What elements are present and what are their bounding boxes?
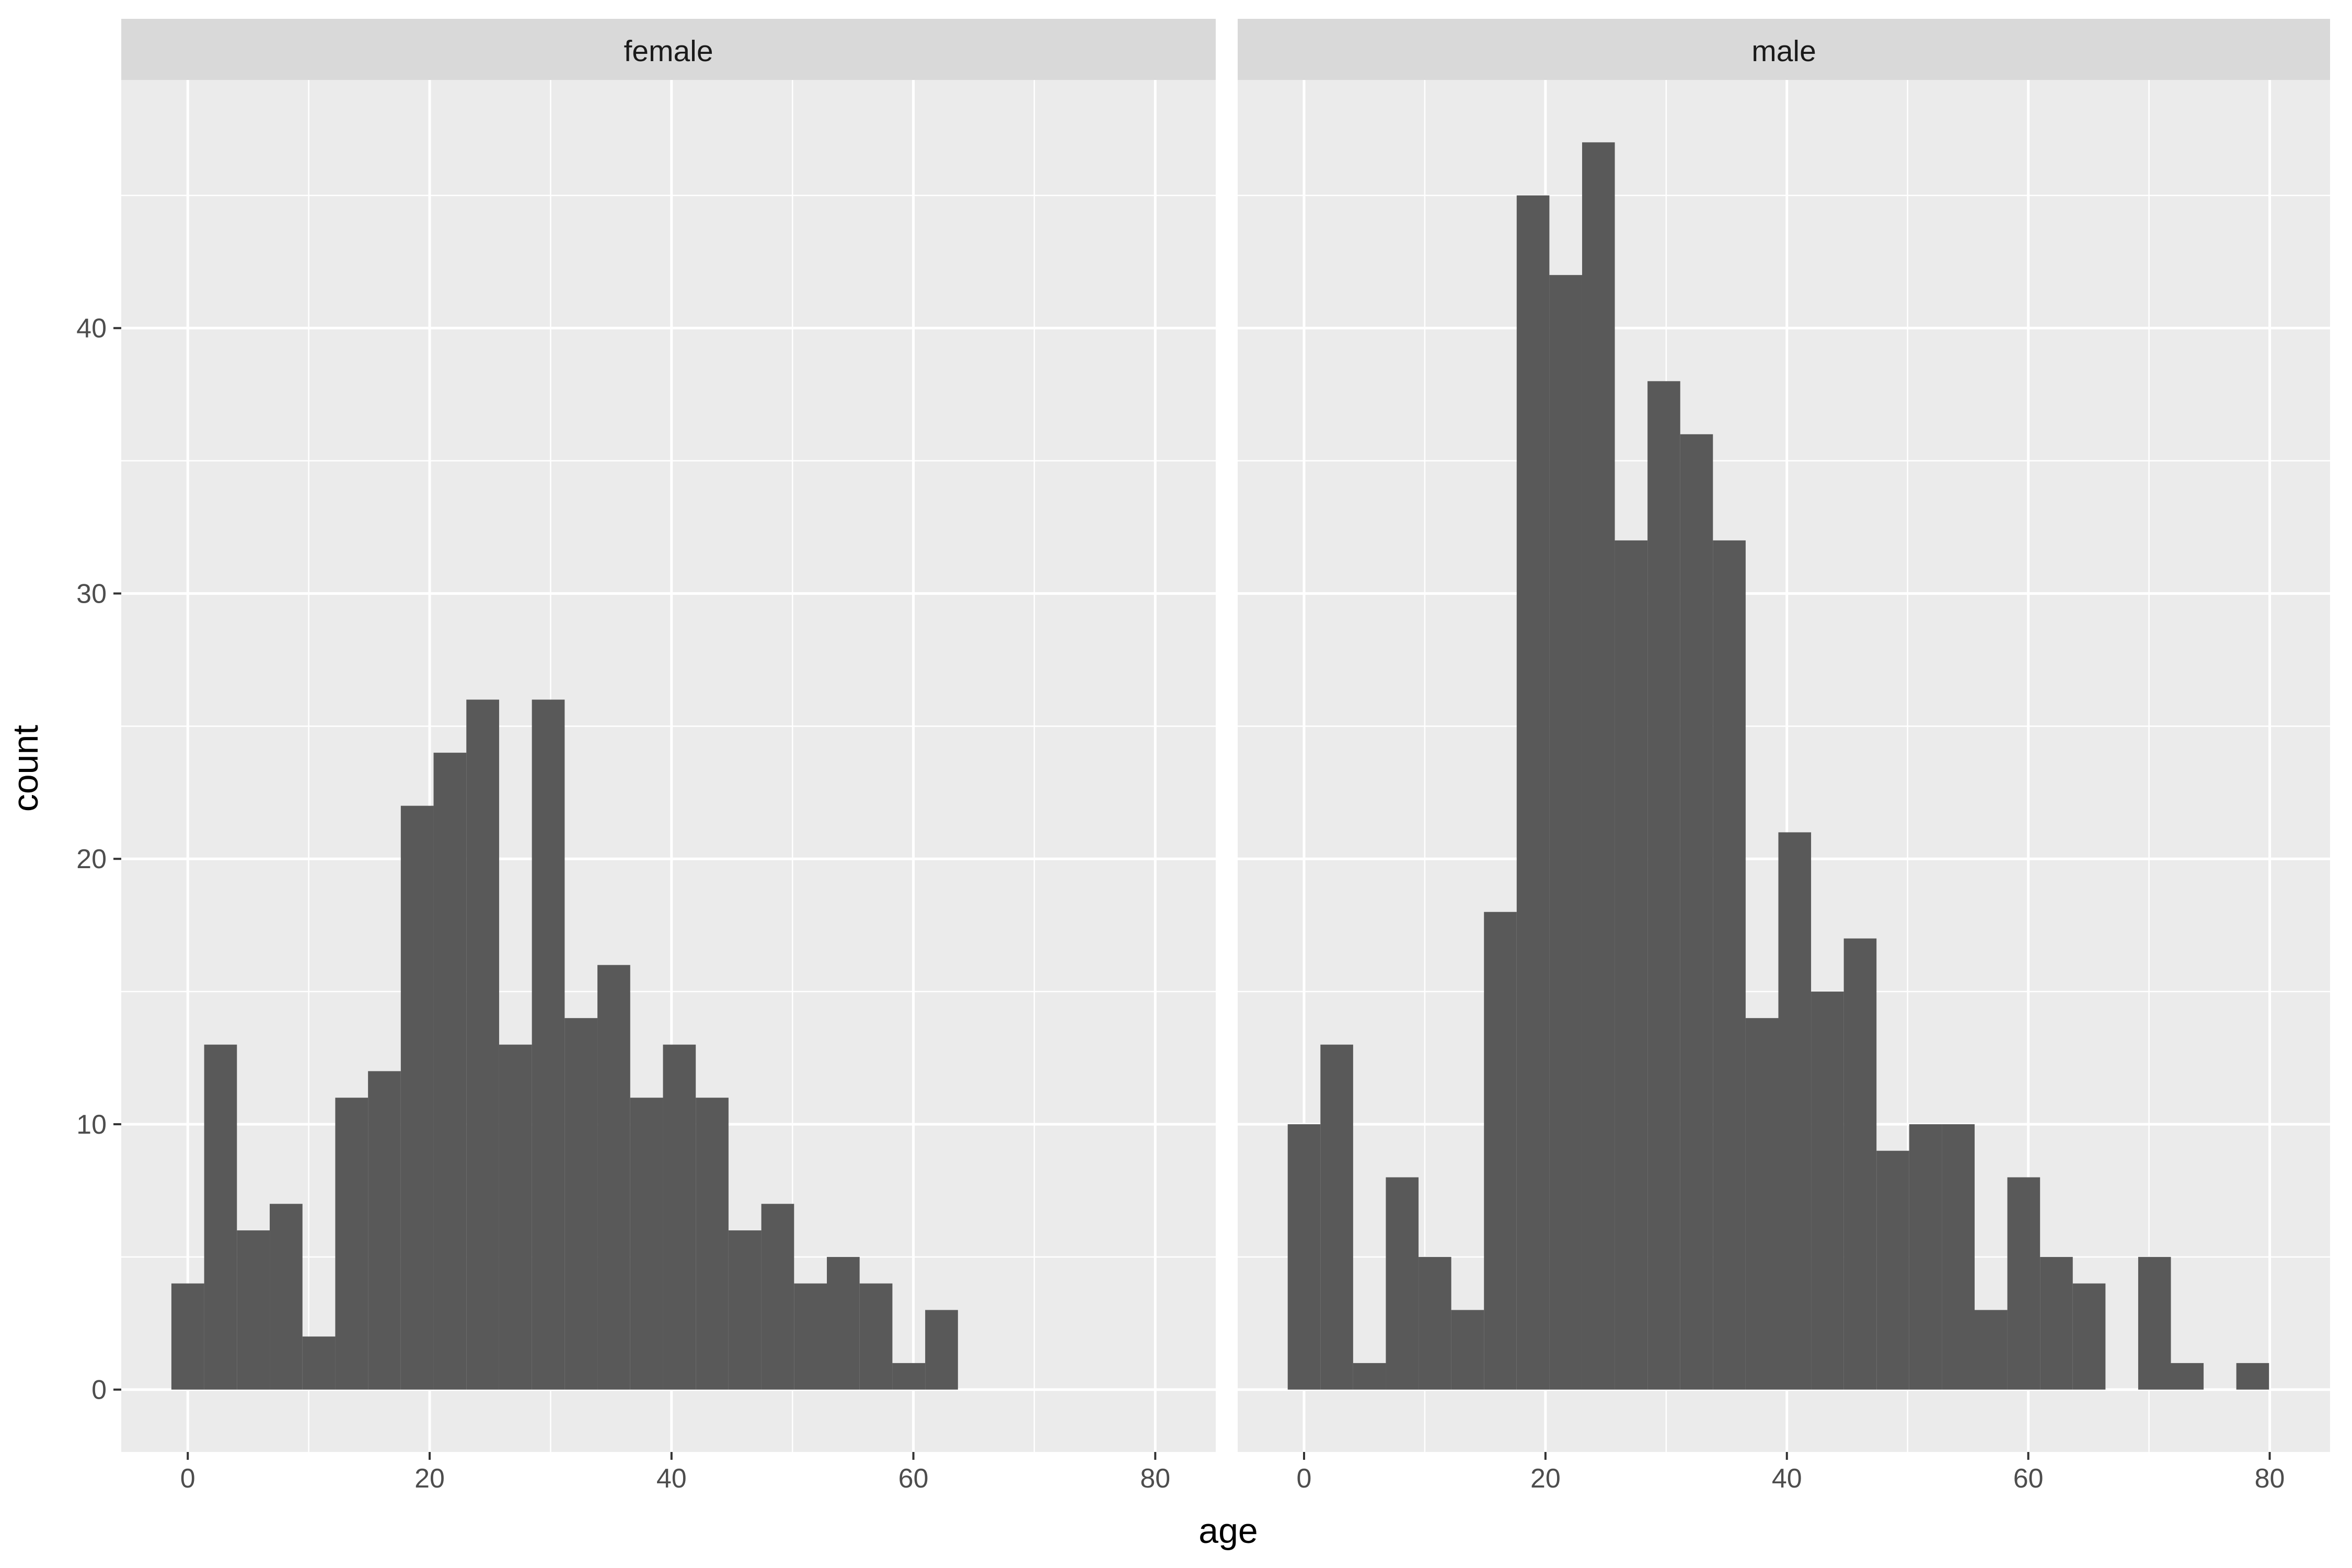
histogram-bar <box>2007 1177 2040 1390</box>
histogram-bar <box>1484 912 1517 1390</box>
histogram-bar <box>826 1256 860 1390</box>
histogram-bar <box>1516 195 1550 1390</box>
x-tick-label: 60 <box>2013 1463 2044 1494</box>
histogram-bar <box>2138 1256 2171 1390</box>
histogram-bar <box>1582 142 1615 1390</box>
histogram-bar <box>532 699 565 1390</box>
x-tick-label: 80 <box>1140 1463 1170 1494</box>
y-tick-label: 30 <box>76 579 107 609</box>
histogram-bar <box>270 1204 303 1390</box>
histogram-bar <box>794 1283 827 1390</box>
y-tick-label: 10 <box>76 1110 107 1140</box>
histogram-bar <box>925 1310 958 1390</box>
histogram-bar <box>1974 1310 2008 1390</box>
histogram-bar <box>2040 1256 2073 1390</box>
histogram-bar <box>1287 1124 1321 1390</box>
y-tick-label: 0 <box>91 1375 107 1405</box>
x-tick-label: 80 <box>2255 1463 2285 1494</box>
histogram-bar <box>171 1283 204 1390</box>
histogram-bar <box>1386 1177 1419 1390</box>
facet-strip-label: female <box>624 34 713 68</box>
histogram-bar <box>335 1098 368 1390</box>
histogram-bar <box>696 1098 729 1390</box>
histogram-bar <box>1713 540 1746 1390</box>
histogram-bar <box>1419 1256 1451 1390</box>
histogram-bar <box>2171 1363 2204 1390</box>
histogram-bar <box>499 1044 532 1390</box>
facet-strip <box>1238 19 2330 80</box>
histogram-bar <box>2072 1283 2106 1390</box>
histogram-bar <box>564 1018 598 1390</box>
histogram-bar <box>368 1071 401 1390</box>
y-tick-label: 20 <box>76 844 107 874</box>
histogram-bar <box>630 1098 663 1390</box>
histogram-bar <box>1778 832 1812 1390</box>
histogram-bar <box>237 1230 270 1390</box>
histogram-bar <box>1451 1310 1484 1390</box>
x-tick-label: 20 <box>414 1463 445 1494</box>
histogram-bar <box>1647 381 1680 1390</box>
x-tick-label: 0 <box>180 1463 195 1494</box>
histogram-bar <box>466 699 499 1390</box>
histogram-bar <box>2236 1363 2269 1390</box>
x-tick-label: 20 <box>1530 1463 1561 1494</box>
x-tick-label: 0 <box>1297 1463 1312 1494</box>
x-tick-label: 40 <box>656 1463 687 1494</box>
histogram-bar <box>302 1336 336 1390</box>
histogram-bar <box>1745 1018 1779 1390</box>
histogram-bar <box>728 1230 762 1390</box>
histogram-bar <box>1615 540 1648 1390</box>
facet-strip-label: male <box>1751 34 1816 68</box>
histogram-bar <box>1811 991 1844 1390</box>
histogram-bar <box>597 965 630 1390</box>
x-axis-title: age <box>1198 1511 1258 1551</box>
histogram-bar <box>1942 1124 1975 1390</box>
histogram-bar <box>1909 1124 1942 1390</box>
y-axis-title: count <box>6 725 45 812</box>
histogram-bar <box>433 753 467 1390</box>
histogram-bar <box>1680 434 1713 1390</box>
histogram-bar <box>761 1204 794 1390</box>
histogram-bar <box>892 1363 926 1390</box>
histogram-bar <box>663 1044 696 1390</box>
x-tick-label: 60 <box>898 1463 929 1494</box>
histogram-bar <box>1876 1150 1909 1390</box>
histogram-bar <box>1353 1363 1386 1390</box>
histogram-bar <box>204 1044 237 1390</box>
x-tick-label: 40 <box>1772 1463 1802 1494</box>
histogram-bar <box>1320 1044 1353 1390</box>
facet-strip <box>121 19 1216 80</box>
histogram-bar <box>859 1283 893 1390</box>
y-tick-label: 40 <box>76 314 107 344</box>
histogram-bar <box>1549 275 1582 1390</box>
histogram-bar <box>400 805 434 1390</box>
histogram-bar <box>1843 938 1877 1390</box>
